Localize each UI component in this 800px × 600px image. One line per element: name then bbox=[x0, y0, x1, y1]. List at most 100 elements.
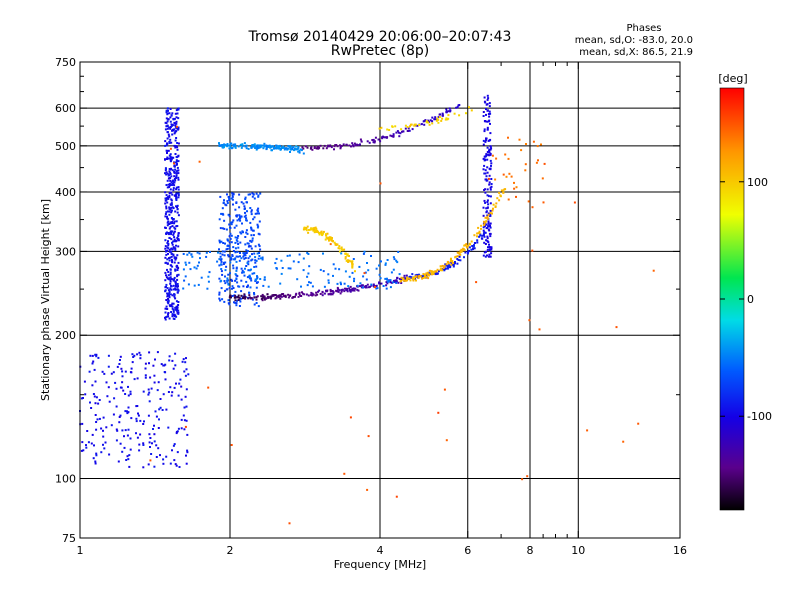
phases-title: Phases bbox=[626, 23, 661, 34]
data-point-2104 bbox=[346, 254, 349, 257]
data-point-1876 bbox=[154, 358, 156, 361]
data-point-1271 bbox=[483, 172, 486, 175]
data-point-963 bbox=[307, 294, 310, 297]
data-point-2161 bbox=[430, 273, 433, 276]
data-point-1980 bbox=[384, 262, 387, 265]
data-point-2337 bbox=[410, 123, 413, 126]
data-point-2146 bbox=[311, 227, 314, 230]
data-point-1564 bbox=[310, 146, 313, 149]
data-point-903 bbox=[234, 299, 237, 302]
data-point-1266 bbox=[482, 226, 485, 229]
data-point-660 bbox=[246, 276, 249, 279]
data-point-1847 bbox=[175, 464, 178, 467]
data-point-2111 bbox=[351, 266, 354, 269]
data-point-1188 bbox=[488, 246, 491, 248]
data-point-709 bbox=[240, 290, 243, 293]
data-point-1937 bbox=[334, 267, 337, 270]
data-point-2027 bbox=[263, 278, 266, 281]
data-point-2338 bbox=[378, 127, 381, 130]
data-point-2366 bbox=[537, 159, 539, 162]
data-point-1693 bbox=[101, 370, 104, 373]
data-point-2266 bbox=[415, 275, 418, 278]
data-point-1001 bbox=[389, 280, 392, 283]
data-point-1043 bbox=[274, 297, 277, 300]
data-point-1824 bbox=[94, 380, 97, 383]
data-point-72 bbox=[171, 261, 174, 264]
data-point-383 bbox=[165, 261, 168, 264]
data-point-291 bbox=[169, 188, 172, 191]
data-point-958 bbox=[370, 284, 373, 287]
data-point-1755 bbox=[112, 371, 115, 374]
data-point-2347 bbox=[515, 186, 518, 189]
data-point-1991 bbox=[393, 258, 396, 261]
data-point-1734 bbox=[130, 367, 133, 370]
data-point-319 bbox=[171, 221, 174, 223]
data-point-1818 bbox=[139, 354, 142, 357]
data-point-636 bbox=[226, 247, 229, 250]
data-point-2292 bbox=[476, 235, 478, 238]
data-point-1548 bbox=[316, 146, 319, 149]
data-point-82 bbox=[165, 316, 168, 318]
data-point-2339 bbox=[404, 124, 407, 127]
data-point-1289 bbox=[486, 120, 489, 123]
data-point-1006 bbox=[301, 291, 303, 294]
data-point-1647 bbox=[103, 372, 106, 375]
data-point-292 bbox=[175, 192, 178, 195]
data-point-648 bbox=[242, 202, 245, 205]
data-point-1 bbox=[174, 179, 177, 182]
data-point-1661 bbox=[124, 393, 127, 395]
data-point-1192 bbox=[485, 154, 488, 157]
data-point-670 bbox=[247, 269, 250, 272]
data-point-822 bbox=[359, 285, 361, 288]
data-point-488 bbox=[166, 113, 169, 116]
data-point-1811 bbox=[89, 401, 91, 404]
data-point-614 bbox=[242, 285, 245, 288]
data-point-316 bbox=[166, 150, 169, 152]
data-point-490 bbox=[177, 289, 180, 292]
data-point-643 bbox=[224, 282, 227, 285]
data-point-1807 bbox=[148, 433, 151, 436]
data-point-2300 bbox=[465, 112, 467, 115]
data-point-1537 bbox=[438, 113, 441, 116]
data-point-2290 bbox=[484, 221, 487, 224]
data-point-1131 bbox=[473, 242, 476, 244]
data-point-1125 bbox=[409, 275, 411, 278]
data-point-1405 bbox=[252, 145, 255, 148]
data-point-65 bbox=[166, 179, 169, 182]
data-point-457 bbox=[170, 211, 173, 214]
data-point-1251 bbox=[483, 96, 486, 99]
data-point-150 bbox=[177, 160, 180, 163]
data-point-214 bbox=[175, 225, 178, 228]
data-point-2342 bbox=[494, 178, 497, 181]
data-point-696 bbox=[258, 252, 260, 254]
data-point-117 bbox=[174, 287, 177, 290]
data-point-213 bbox=[165, 171, 168, 174]
data-point-640 bbox=[236, 240, 239, 243]
data-point-1177 bbox=[486, 248, 489, 251]
data-point-203 bbox=[176, 274, 179, 277]
data-point-1083 bbox=[451, 263, 454, 266]
data-point-2362 bbox=[507, 198, 510, 201]
data-point-1987 bbox=[332, 274, 334, 277]
data-point-1495 bbox=[339, 146, 342, 148]
data-point-1172 bbox=[483, 130, 486, 133]
data-point-1796 bbox=[127, 458, 130, 461]
data-point-856 bbox=[337, 288, 340, 290]
data-point-1325 bbox=[486, 151, 489, 153]
data-point-2353 bbox=[513, 181, 515, 184]
data-point-818 bbox=[230, 258, 233, 261]
data-point-371 bbox=[171, 307, 174, 310]
data-point-1744 bbox=[172, 367, 175, 370]
data-point-1601 bbox=[392, 135, 395, 138]
data-point-1794 bbox=[102, 443, 104, 446]
data-point-270 bbox=[166, 221, 169, 224]
data-point-2281 bbox=[427, 274, 430, 277]
data-point-1465 bbox=[294, 148, 297, 151]
data-point-2206 bbox=[441, 269, 444, 272]
data-point-767 bbox=[250, 226, 252, 229]
data-point-1728 bbox=[115, 428, 118, 431]
data-point-1767 bbox=[94, 460, 97, 463]
data-point-803 bbox=[245, 219, 248, 222]
data-point-830 bbox=[346, 290, 349, 293]
data-point-81 bbox=[168, 135, 171, 138]
